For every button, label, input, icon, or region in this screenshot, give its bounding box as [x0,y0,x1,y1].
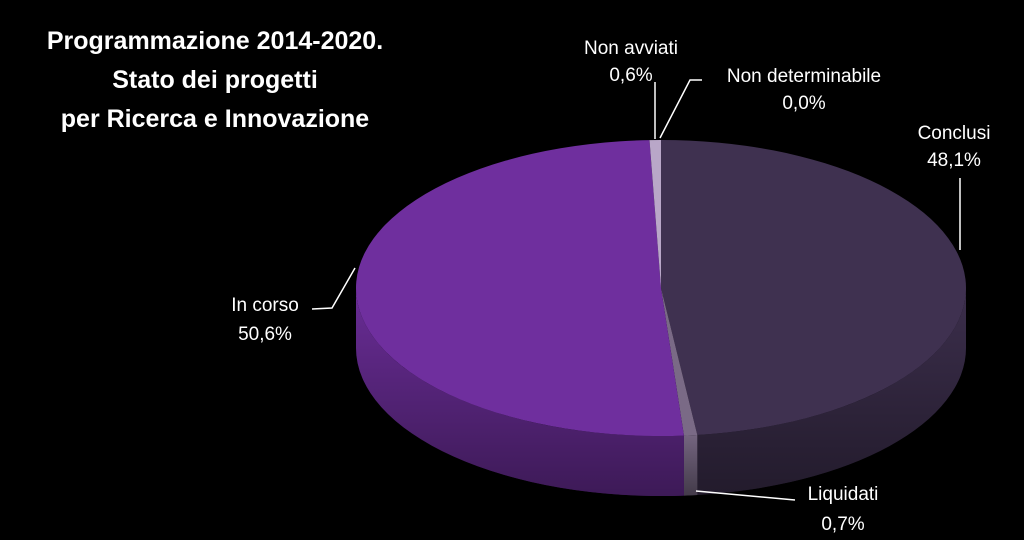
pie-slices [356,140,967,436]
pie-sides [356,288,966,497]
slice-side-shade-in-corso [356,288,684,497]
slice-labels: Conclusi 48,1% Liquidati 0,7% In corso 50,6% N… [231,38,990,535]
slice-liquidati [661,288,698,436]
leader-line-in-corso [311,267,356,310]
slice-conclusi [661,140,967,435]
slice-label-value-conclusi: 48,1% [927,150,981,171]
slice-label-value-liquidati: 0,7% [821,514,864,535]
slice-side-shade-liquidati [683,434,698,496]
slice-label-value-non-determinabile: 0,0% [782,93,825,114]
slice-label-name-liquidati: Liquidati [808,484,879,505]
slice-label-name-non-avviati: Non avviati [584,38,678,59]
slice-label-name-non-determinabile: Non determinabile [727,66,881,87]
slice-non-avviati [649,140,661,288]
leader-line-non-determinabile [659,79,702,139]
slice-side-shade-conclusi [697,288,966,495]
leader-line-liquidati [695,490,796,501]
leader-lines [311,79,961,501]
slice-label-name-conclusi: Conclusi [918,123,991,144]
slice-label-value-in-corso: 50,6% [238,324,292,345]
chart-title-line-2: Stato dei progetti [112,66,318,94]
slice-label-name-in-corso: In corso [231,295,299,316]
chart-title-line-3: per Ricerca e Innovazione [60,105,370,133]
slice-in-corso [356,140,684,436]
chart-title: Programmazione 2014-2020. Stato dei prog… [0,22,430,139]
chart-title-line-1: Programmazione 2014-2020. [46,27,384,55]
slice-label-value-non-avviati: 0,6% [609,65,652,86]
